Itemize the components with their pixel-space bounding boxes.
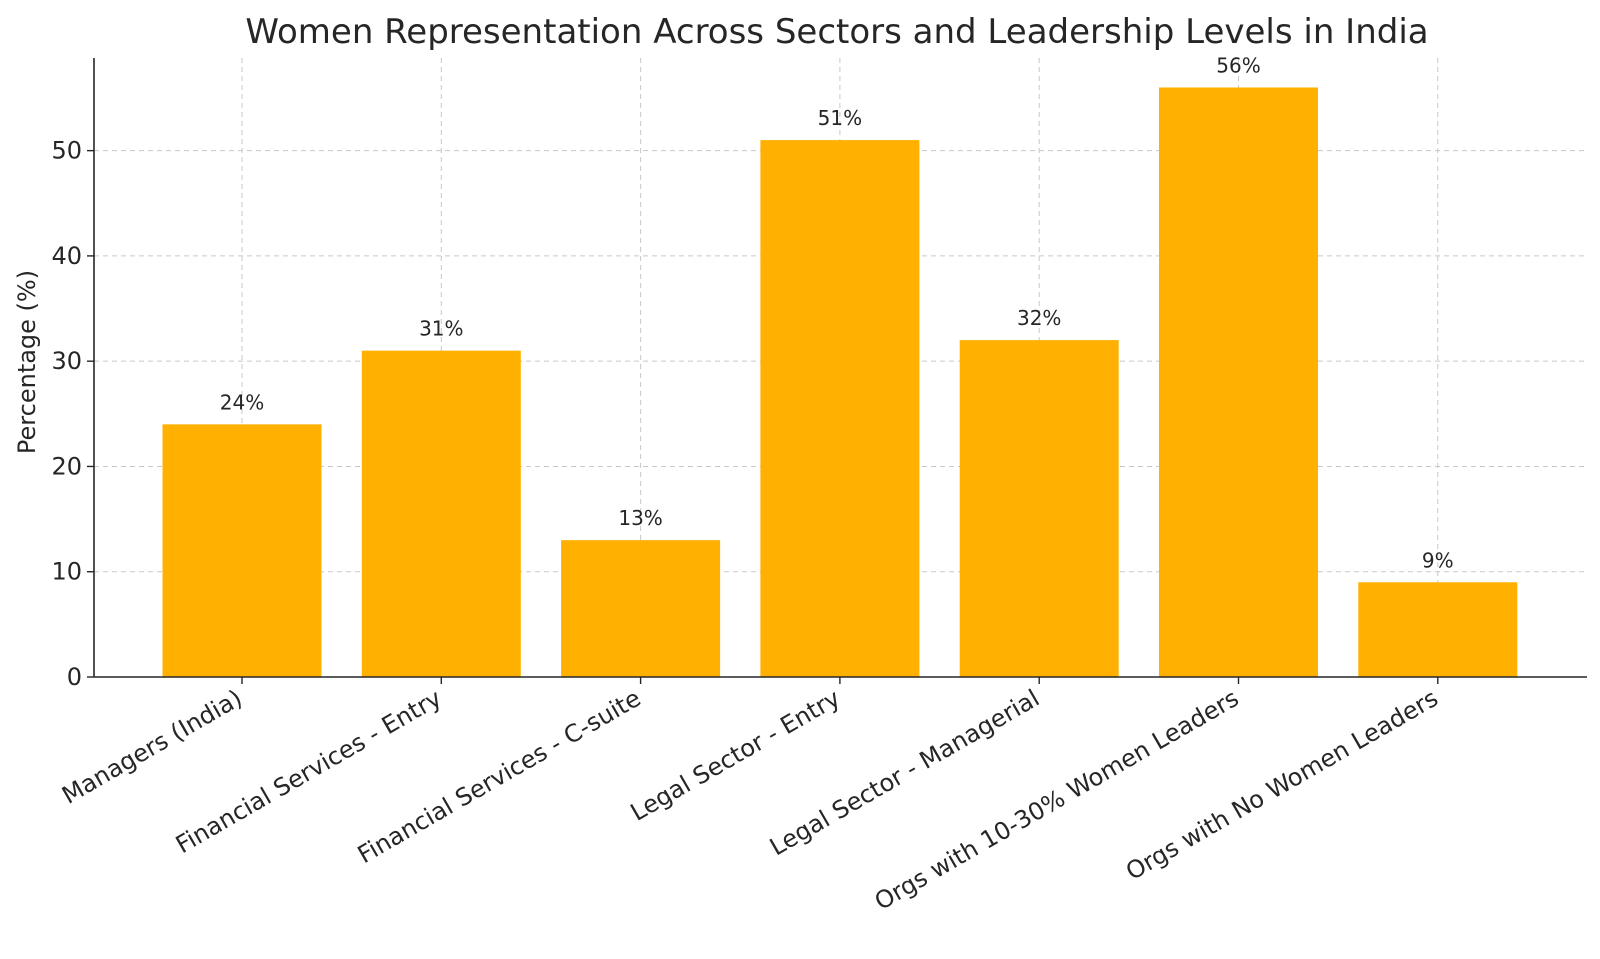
bar (1159, 87, 1318, 677)
y-tick-label: 0 (67, 663, 82, 691)
chart-title: Women Representation Across Sectors and … (245, 12, 1428, 52)
x-tick-label: Orgs with 10-30% Women Leaders (870, 684, 1244, 916)
y-tick-label: 20 (51, 452, 82, 480)
y-tick-label: 30 (51, 347, 82, 375)
data-label: 51% (818, 106, 862, 130)
bar (760, 140, 920, 677)
bar (959, 340, 1119, 677)
x-tick-label: Managers (India) (57, 684, 247, 810)
x-tick-label: Legal Sector - Entry (626, 684, 845, 827)
y-tick-label: 10 (51, 558, 82, 586)
x-tick-label: Orgs with No Women Leaders (1121, 684, 1443, 886)
data-label: 24% (220, 390, 264, 414)
bar (361, 350, 521, 677)
bar (1358, 582, 1518, 677)
y-tick-label: 40 (51, 242, 82, 270)
bar (162, 424, 322, 677)
data-label: 56% (1216, 53, 1260, 77)
axes (87, 58, 1587, 684)
bars (162, 87, 1518, 677)
data-label: 31% (419, 317, 463, 341)
data-label: 9% (1422, 548, 1454, 572)
data-label: 32% (1017, 306, 1061, 330)
y-tick-label: 50 (51, 137, 82, 165)
bar (561, 540, 721, 677)
y-axis-label: Percentage (%) (13, 270, 41, 454)
data-label: 13% (618, 506, 662, 530)
